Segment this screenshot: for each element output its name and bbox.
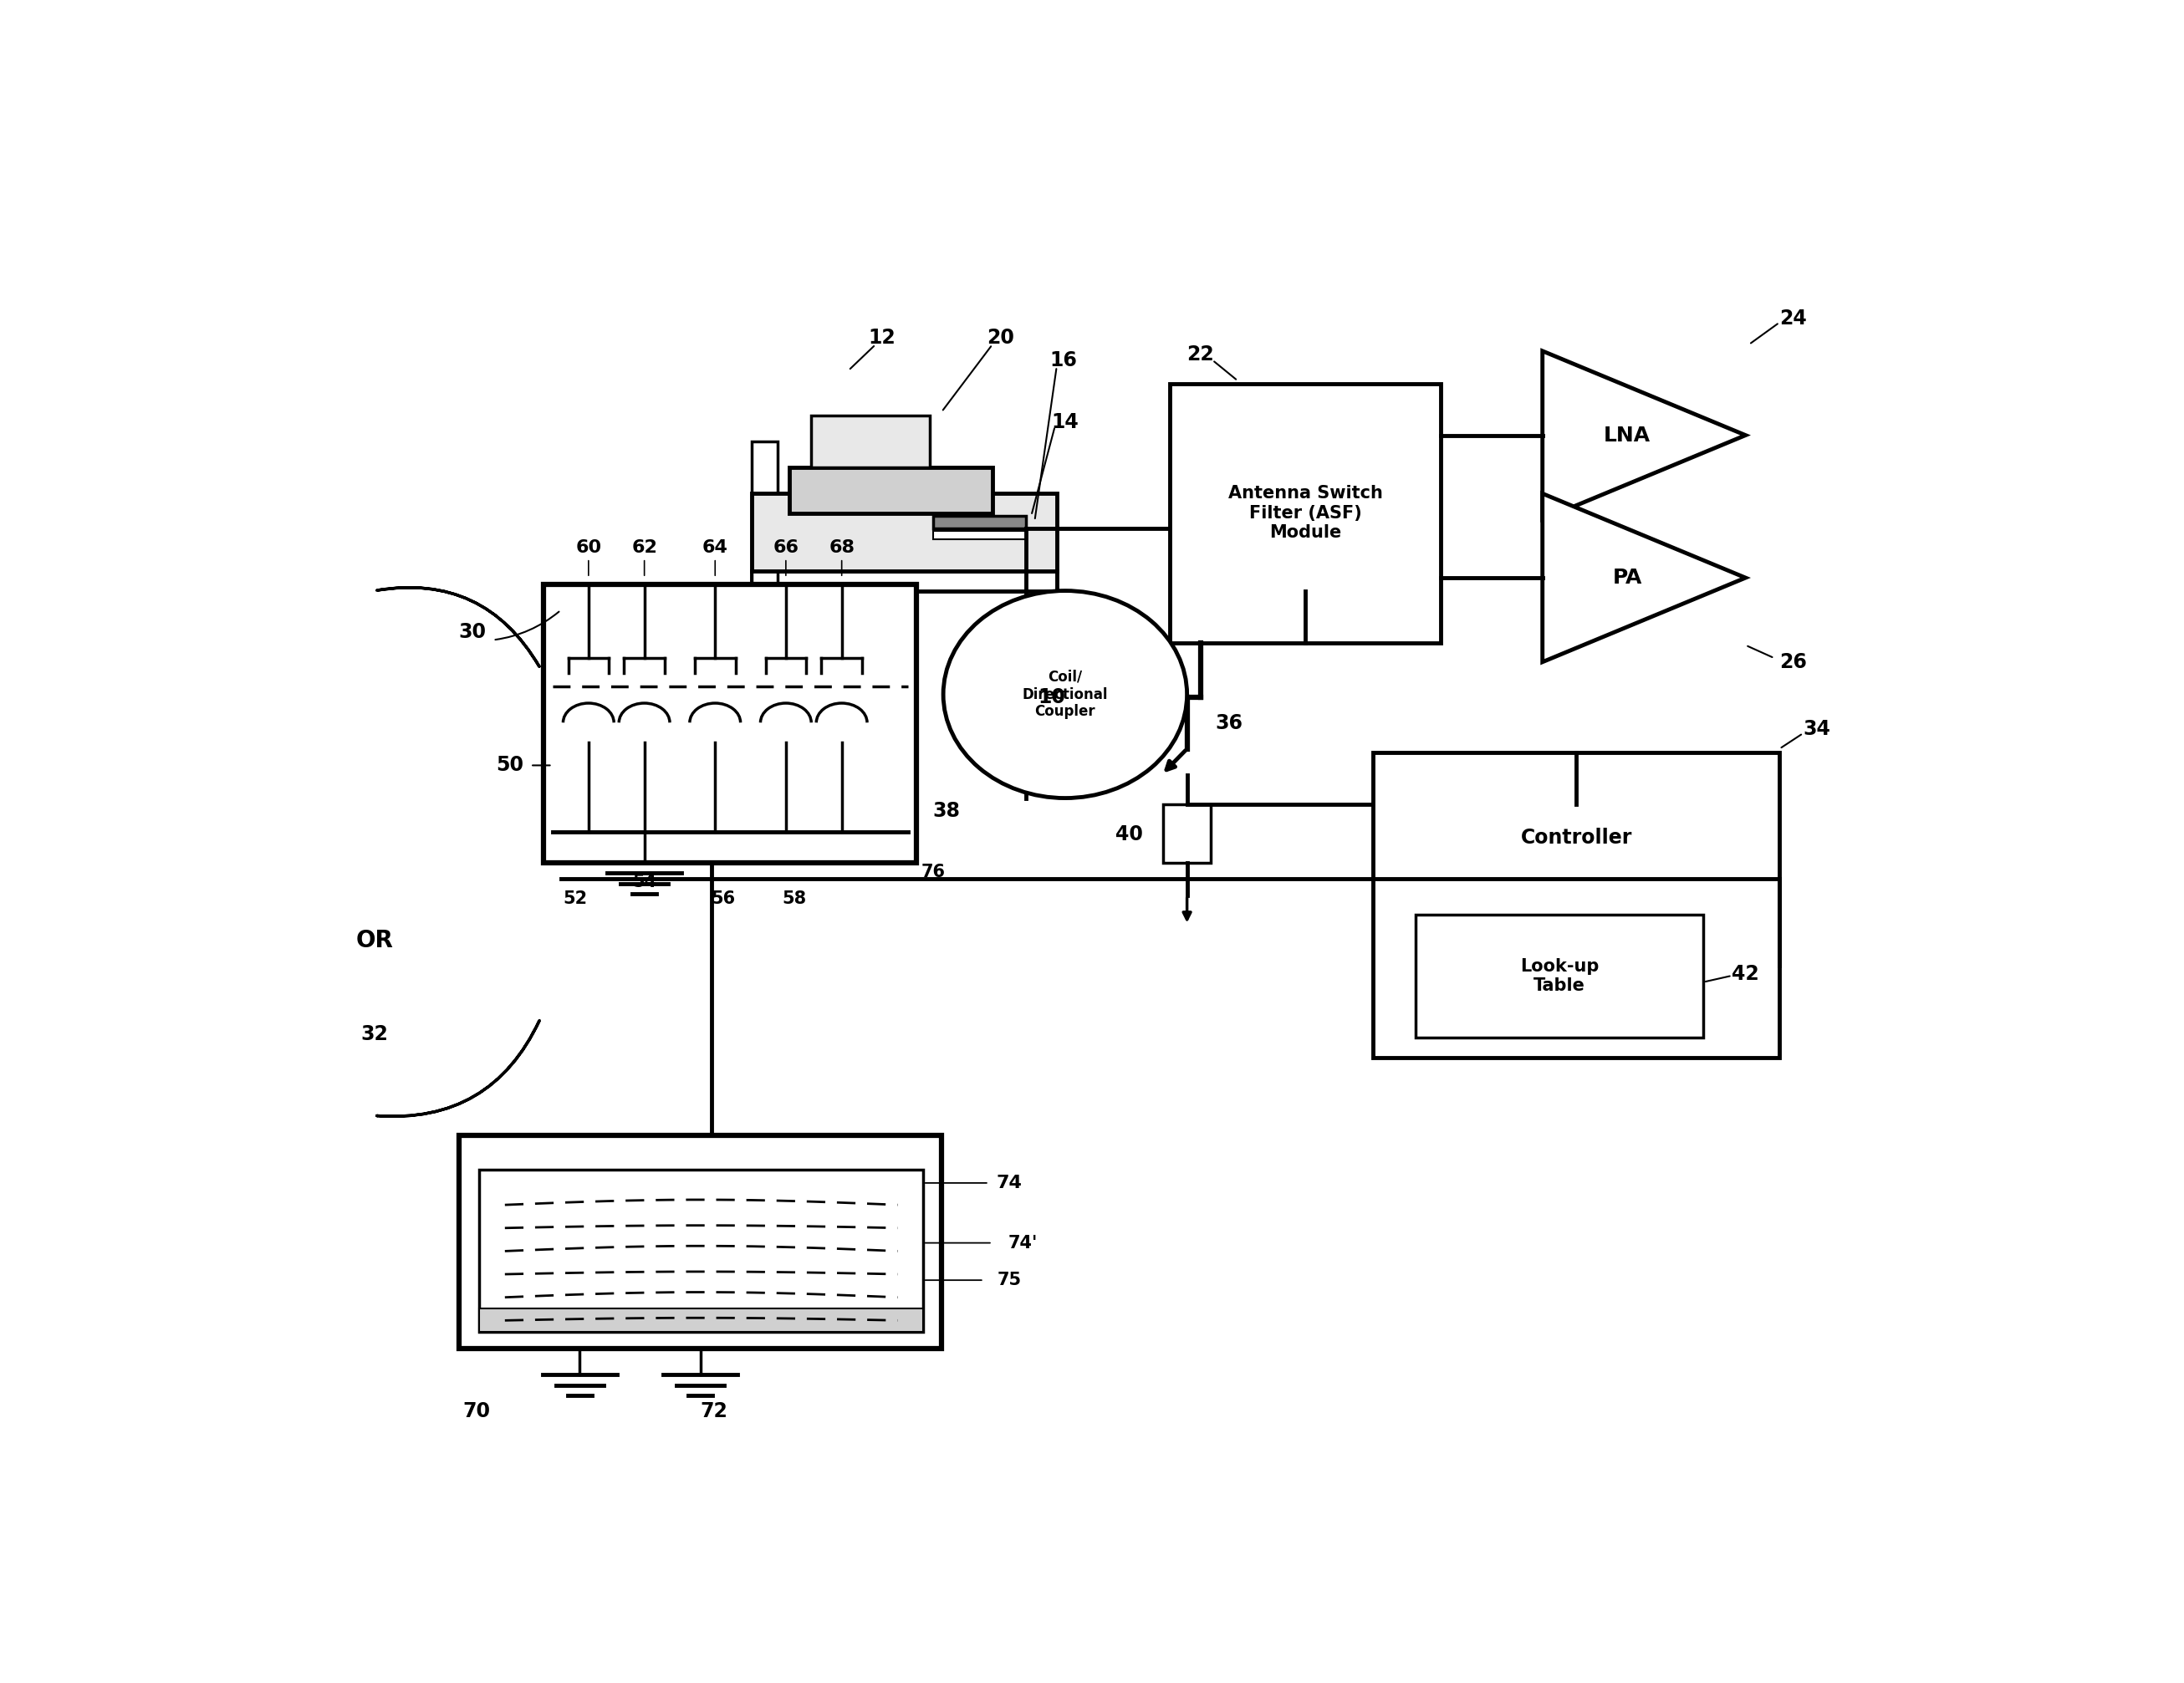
Text: 58: 58: [782, 890, 806, 907]
Bar: [810, 416, 930, 468]
Text: 62: 62: [631, 540, 657, 557]
Bar: [544, 584, 917, 863]
Text: 30: 30: [459, 623, 487, 643]
Text: 38: 38: [933, 801, 961, 821]
Text: LNA: LNA: [1603, 426, 1651, 446]
Text: 75: 75: [998, 1272, 1022, 1289]
Text: Controller: Controller: [1520, 828, 1631, 848]
Text: 50: 50: [496, 756, 524, 776]
Polygon shape: [1542, 352, 1745, 520]
Text: 54: 54: [631, 873, 657, 890]
Text: 14: 14: [1051, 412, 1079, 433]
FancyArrowPatch shape: [378, 1020, 539, 1116]
Text: 24: 24: [1780, 308, 1806, 328]
Text: 22: 22: [1186, 345, 1214, 365]
Bar: [1171, 384, 1441, 643]
Bar: [1415, 916, 1704, 1038]
Text: 32: 32: [360, 1023, 389, 1043]
Bar: [1164, 804, 1210, 863]
Bar: [480, 1170, 924, 1331]
Bar: [933, 532, 1026, 539]
Text: 68: 68: [828, 540, 854, 557]
Text: 74: 74: [996, 1175, 1022, 1192]
Bar: [480, 1309, 924, 1331]
Text: 20: 20: [987, 328, 1016, 348]
Text: 52: 52: [563, 890, 587, 907]
Text: 10: 10: [1037, 687, 1066, 707]
Bar: [459, 1134, 941, 1348]
Bar: [751, 493, 1057, 571]
Text: 56: 56: [712, 890, 736, 907]
Text: 12: 12: [869, 328, 895, 348]
Text: PA: PA: [1612, 567, 1642, 587]
Bar: [751, 571, 1057, 591]
Text: 16: 16: [1051, 350, 1077, 370]
Text: 42: 42: [1732, 964, 1760, 985]
Bar: [788, 468, 992, 513]
Bar: [1374, 752, 1780, 1057]
Bar: [751, 441, 778, 591]
Text: 70: 70: [463, 1400, 489, 1420]
Bar: [933, 515, 1026, 528]
Text: Antenna Switch
Filter (ASF)
Module: Antenna Switch Filter (ASF) Module: [1227, 485, 1382, 540]
Text: 64: 64: [703, 540, 727, 557]
Text: 26: 26: [1780, 651, 1806, 672]
Text: 76: 76: [922, 863, 946, 880]
Polygon shape: [1542, 493, 1745, 661]
FancyArrowPatch shape: [378, 587, 539, 666]
Text: OR: OR: [356, 929, 393, 953]
Text: 60: 60: [577, 540, 601, 557]
Text: Coil/
Directional
Coupler: Coil/ Directional Coupler: [1022, 670, 1107, 719]
Text: 66: 66: [773, 540, 799, 557]
Text: 74': 74': [1009, 1235, 1037, 1250]
Text: 40: 40: [1116, 825, 1142, 845]
Text: 72: 72: [701, 1400, 727, 1420]
Text: 36: 36: [1216, 714, 1243, 734]
Text: Look-up
Table: Look-up Table: [1520, 958, 1599, 995]
Text: 34: 34: [1804, 719, 1830, 739]
Ellipse shape: [943, 591, 1188, 798]
